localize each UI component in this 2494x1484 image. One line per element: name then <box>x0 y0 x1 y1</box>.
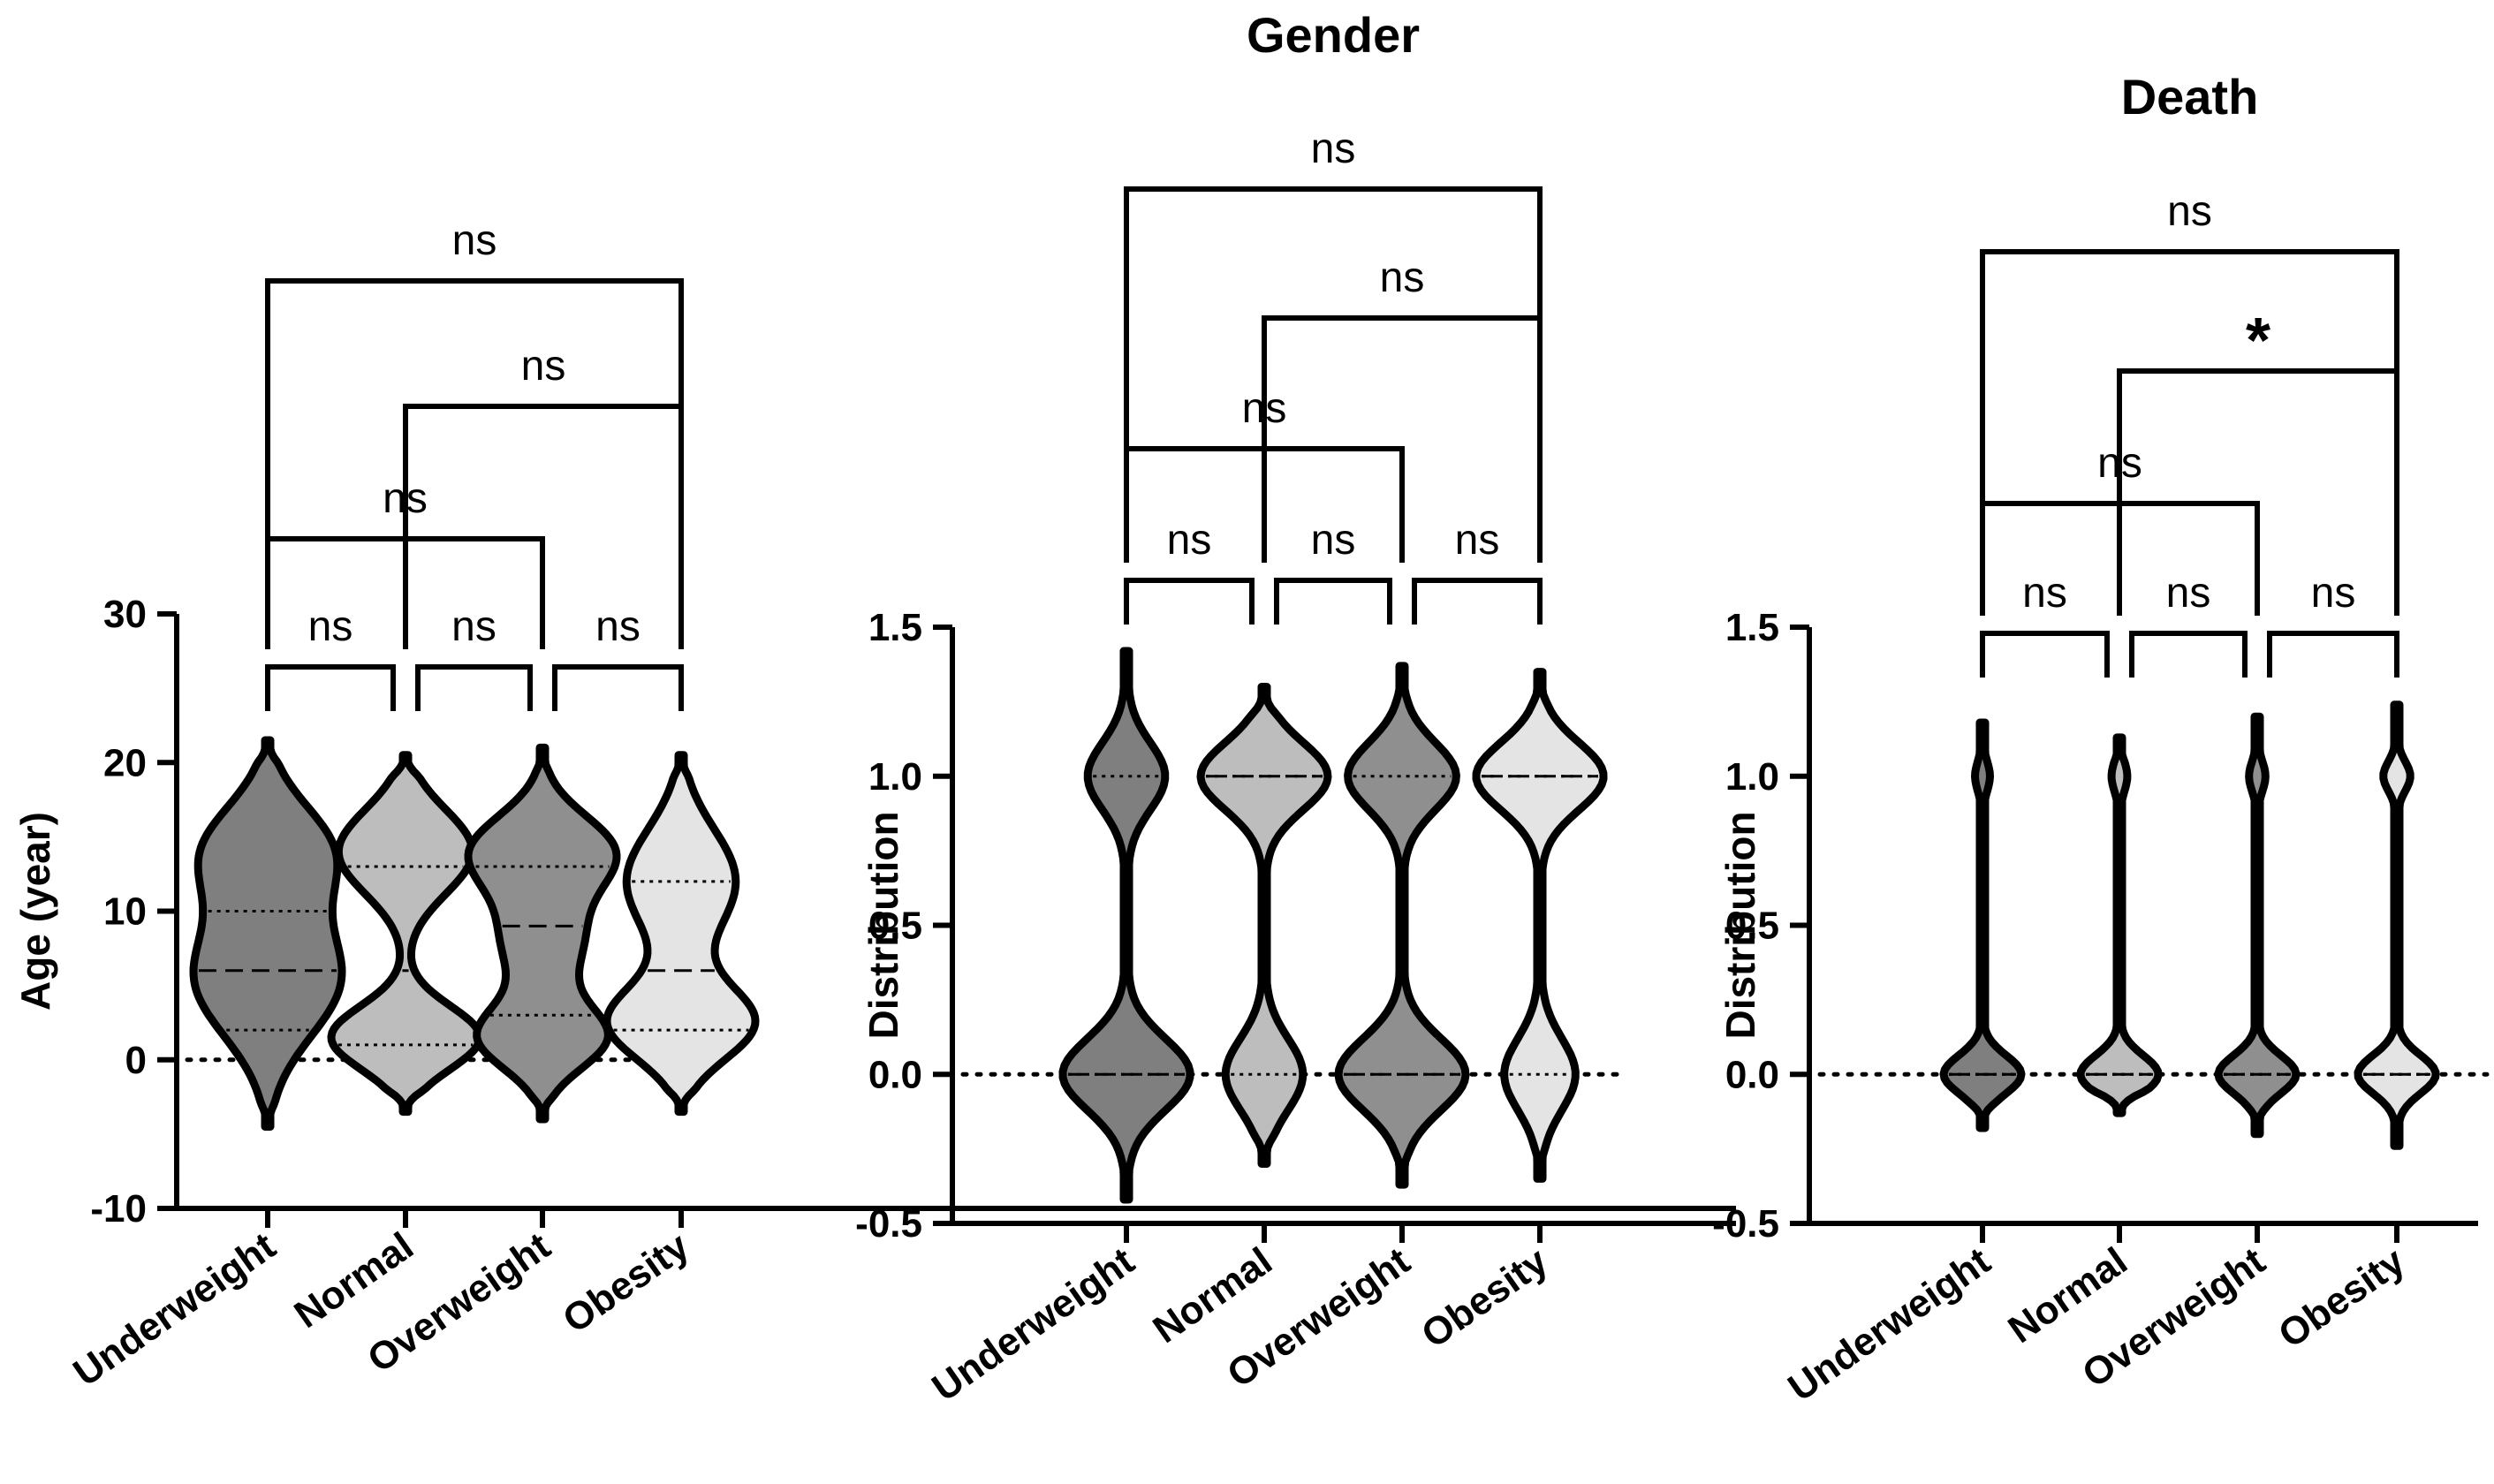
y-axis-label: Age (year) <box>12 812 58 1011</box>
chart-panel-3: Death -0.5 0.0 0.5 1.0 1.5 Distribution Underwe… <box>1712 69 2490 1410</box>
violin-underweight <box>1058 647 1194 1204</box>
comparison-bracket <box>1124 186 1543 563</box>
comparison-bracket <box>1412 578 1543 625</box>
y-tick-label: 20 <box>103 741 147 784</box>
comparison-bracket <box>552 664 684 711</box>
y-tick-label: 1.0 <box>1725 755 1779 799</box>
y-tick-label: -10 <box>90 1187 147 1230</box>
violin-normal <box>1196 683 1332 1168</box>
significance-label: ns <box>2166 570 2211 617</box>
violin-normal <box>327 751 484 1117</box>
chart-title: Death <box>2121 69 2259 125</box>
significance-label: ns <box>308 603 353 650</box>
category-label: Obesity <box>2270 1239 2413 1357</box>
significance-label: ns <box>1455 517 1500 564</box>
comparison-bracket <box>2129 631 2248 678</box>
significance-label: ns <box>1311 125 1356 172</box>
y-tick-label: -0.5 <box>855 1202 922 1246</box>
violin-obesity <box>603 751 760 1117</box>
y-tick-label: 0 <box>125 1039 147 1082</box>
significance-label: ns <box>1311 517 1356 564</box>
category-label: Underweight <box>65 1224 284 1395</box>
violin-obesity <box>1472 668 1608 1183</box>
y-tick-label: 30 <box>103 593 147 636</box>
y-tick-label: 1.5 <box>868 606 922 649</box>
violin-obesity <box>2354 700 2440 1150</box>
category-label: Underweight <box>924 1239 1142 1410</box>
chart-panel-2: Gender -0.5 0.0 0.5 1.0 1.5 Distribution Underw… <box>855 7 1736 1410</box>
violin-overweight <box>1334 662 1470 1189</box>
y-axis-label: Distribution <box>860 811 906 1039</box>
violin-underweight <box>1939 718 2026 1132</box>
significance-label: ns <box>1380 254 1425 301</box>
y-tick-label: 1.0 <box>868 755 922 799</box>
comparison-bracket <box>1980 249 2399 616</box>
significance-label: ns <box>2311 570 2356 617</box>
significance-label: ns <box>2167 188 2212 235</box>
violin-overweight <box>2214 712 2301 1139</box>
violin-underweight <box>189 736 346 1131</box>
y-tick-label: 0.0 <box>868 1053 922 1096</box>
category-label: Obesity <box>555 1224 697 1342</box>
significance-label: ns <box>2022 570 2067 617</box>
comparison-bracket <box>1124 578 1255 625</box>
comparison-bracket <box>1980 631 2110 678</box>
significance-label: ns <box>451 603 497 650</box>
y-tick-label: -0.5 <box>1712 1202 1779 1246</box>
y-tick-label: 1.5 <box>1725 606 1779 649</box>
comparison-bracket <box>265 278 684 649</box>
significance-label: ns <box>595 603 641 650</box>
category-label: Underweight <box>1780 1239 1998 1410</box>
significance-label: * <box>2246 306 2270 376</box>
comparison-bracket <box>265 664 396 711</box>
comparison-bracket <box>415 664 533 711</box>
chart-title: Gender <box>1247 7 1420 63</box>
y-tick-label: 0.5 <box>868 905 922 948</box>
comparison-bracket <box>1274 578 1392 625</box>
violin-normal <box>2076 733 2163 1117</box>
comparison-bracket <box>2267 631 2399 678</box>
significance-label: ns <box>521 343 566 390</box>
category-label: Obesity <box>1414 1239 1556 1357</box>
significance-label: ns <box>1167 517 1212 564</box>
significance-label: ns <box>452 217 497 264</box>
y-tick-label: 0.0 <box>1725 1053 1779 1096</box>
y-axis-label: Distribution <box>1717 811 1763 1039</box>
y-tick-label: 0.5 <box>1725 905 1779 948</box>
y-tick-label: 10 <box>103 890 147 934</box>
violin-overweight <box>464 743 621 1124</box>
